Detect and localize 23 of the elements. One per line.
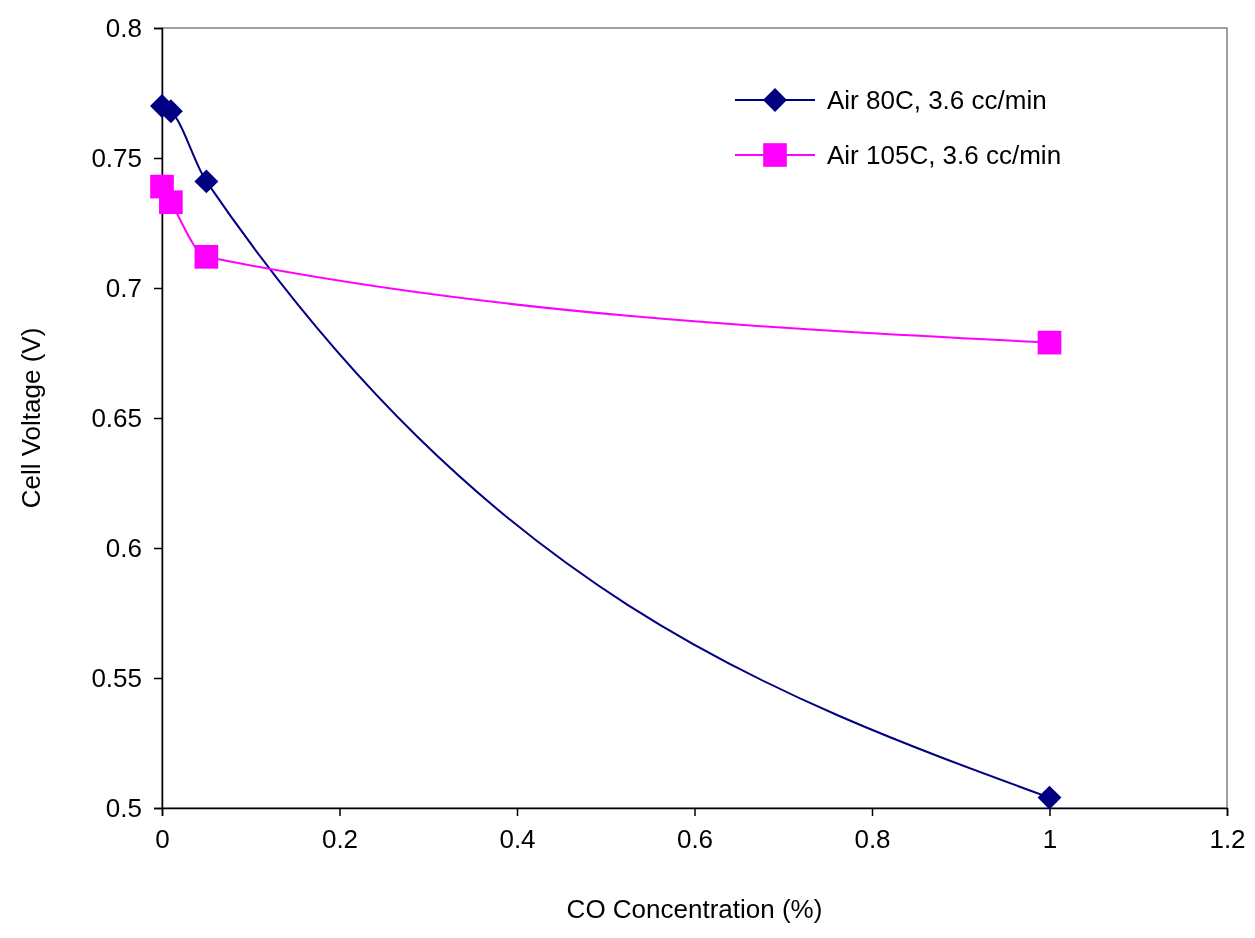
x-tick-label: 0.2 <box>321 824 359 855</box>
point <box>159 190 183 215</box>
legend-label: Air 105C, 3.6 cc/min <box>827 140 1062 170</box>
y-tick-label: 0.65 <box>91 402 142 433</box>
point <box>1037 785 1062 810</box>
x-tick-label: 0.4 <box>499 824 536 855</box>
x-tick-label: 0.8 <box>854 824 891 855</box>
y-tick-label: 0.7 <box>105 272 142 303</box>
y-tick-label: 0.6 <box>105 532 142 563</box>
y-tick-label: 0.5 <box>105 792 142 823</box>
x-tick-label: 0 <box>155 824 170 855</box>
x-tick-label: 1 <box>1042 824 1058 855</box>
y-tick-label: 0.8 <box>105 12 142 43</box>
point <box>1037 330 1062 355</box>
x-axis-title: CO Concentration (%) <box>566 894 823 924</box>
y-axis-title: Cell Voltage (V) <box>16 327 46 509</box>
x-tick-label: 1.2 <box>1209 824 1246 855</box>
x-tick-label: 0.6 <box>676 824 714 855</box>
legend-label: Air 80C, 3.6 cc/min <box>827 85 1047 115</box>
y-tick-label: 0.75 <box>91 142 142 173</box>
point <box>194 244 219 269</box>
point <box>194 169 219 194</box>
y-tick-label: 0.55 <box>91 662 142 693</box>
